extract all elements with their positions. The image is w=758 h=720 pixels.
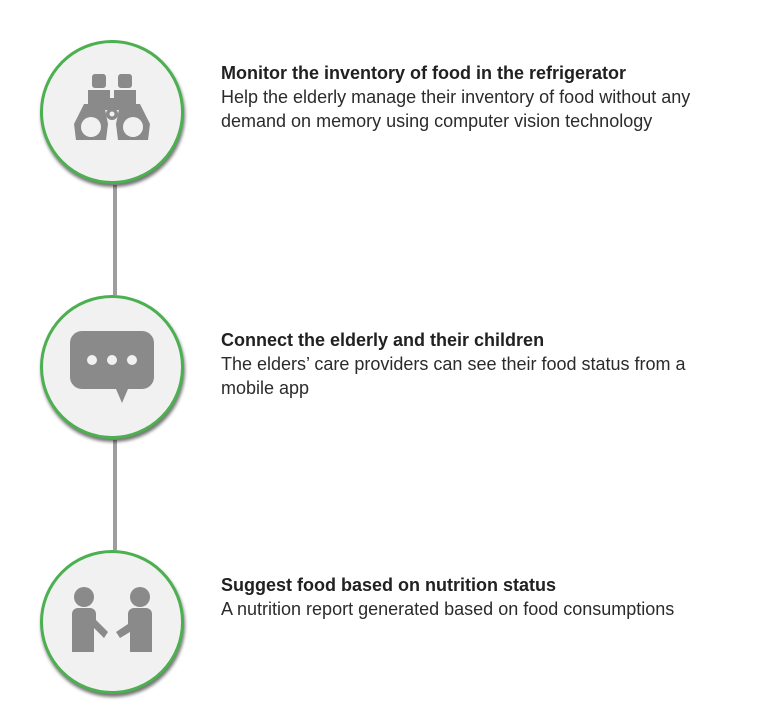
step-2-title: Connect the elderly and their children — [221, 330, 545, 350]
step-1-circle — [40, 40, 184, 184]
step-3-text: Suggest food based on nutrition status A… — [221, 573, 721, 621]
step-3-description: A nutrition report generated based on fo… — [221, 599, 675, 619]
step-3-title: Suggest food based on nutrition status — [221, 575, 556, 595]
step-2-circle — [40, 295, 184, 439]
step-2-description: The elders’ care providers can see their… — [221, 354, 686, 398]
binoculars-icon — [74, 74, 150, 140]
timeline-connector — [113, 440, 117, 550]
step-1-text: Monitor the inventory of food in the ref… — [221, 61, 721, 133]
chat-bubble-icon — [70, 331, 154, 403]
step-1-description: Help the elderly manage their inventory … — [221, 87, 691, 131]
step-2-text: Connect the elderly and their children T… — [221, 328, 721, 400]
handshake-people-icon — [72, 587, 152, 652]
step-3-circle — [40, 550, 184, 694]
timeline-connector — [113, 185, 117, 295]
step-1-title: Monitor the inventory of food in the ref… — [221, 63, 626, 83]
